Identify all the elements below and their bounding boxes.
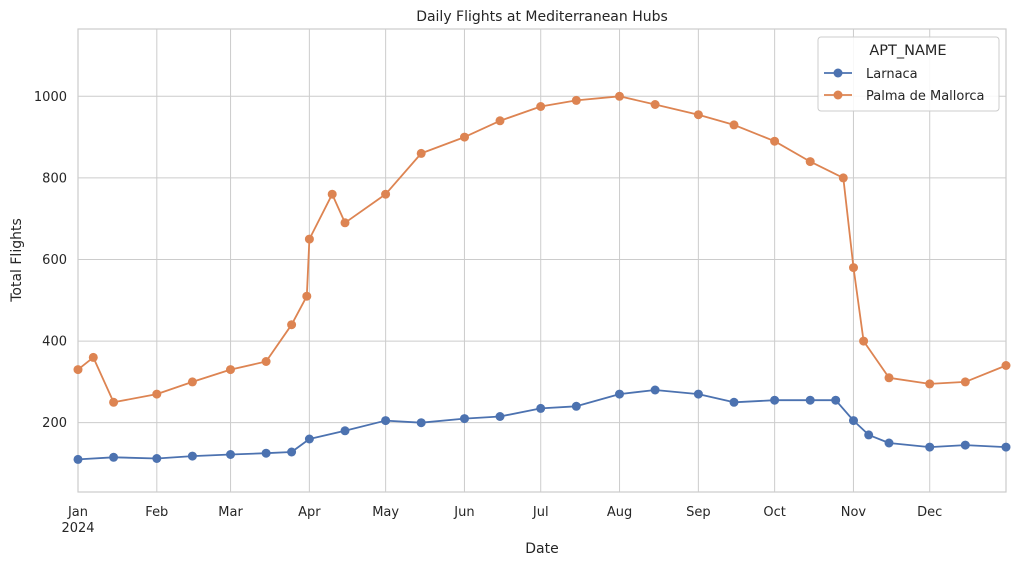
y-tick-label: 200: [42, 416, 67, 431]
data-point: [859, 336, 869, 346]
data-point: [226, 365, 235, 375]
x-axis-label: Date: [525, 541, 558, 557]
legend-label-larnaca: Larnaca: [866, 67, 918, 82]
data-point: [864, 430, 874, 440]
data-point: [960, 377, 970, 387]
data-point: [416, 418, 426, 428]
legend: APT_NAME Larnaca Palma de Mallorca: [817, 36, 1000, 112]
x-tick-label: Sep: [686, 505, 711, 520]
y-tick-label: 800: [42, 171, 67, 186]
data-point: [187, 377, 197, 387]
data-point: [261, 357, 271, 366]
series-line: [77, 389, 1007, 461]
data-point: [460, 132, 469, 142]
data-point: [381, 416, 391, 426]
data-point: [831, 395, 841, 405]
x-tick-label: Dec: [917, 505, 942, 520]
data-point: [304, 434, 314, 444]
data-point: [884, 438, 894, 448]
data-point: [770, 395, 780, 405]
x-tick-label: Aug: [607, 505, 632, 520]
x-tick-label: Nov: [841, 505, 867, 520]
data-point: [73, 365, 83, 375]
data-point: [693, 110, 703, 120]
data-point: [88, 352, 98, 362]
data-point: [729, 120, 739, 130]
data-point: [109, 397, 119, 407]
data-point: [884, 373, 894, 383]
data-point: [287, 320, 297, 330]
y-tick-label: 1000: [34, 90, 67, 105]
data-point: [416, 148, 426, 158]
data-point: [770, 136, 780, 146]
chart-title: Daily Flights at Mediterranean Hubs: [416, 9, 668, 25]
data-point: [650, 385, 660, 395]
x-tick-label: Oct: [763, 505, 785, 520]
data-point: [729, 397, 739, 407]
data-point: [73, 454, 83, 464]
data-point: [152, 454, 162, 463]
data-point: [960, 440, 970, 450]
y-tick-label: 600: [42, 253, 67, 268]
data-point: [838, 173, 848, 183]
x-tick-label: Jul: [532, 505, 549, 520]
data-point: [340, 218, 350, 228]
data-point: [304, 234, 314, 244]
data-point: [615, 389, 624, 399]
data-point: [327, 189, 337, 199]
data-point: [693, 389, 703, 399]
data-point: [495, 116, 505, 126]
data-point: [226, 450, 235, 459]
x-tick-label: Jan: [67, 505, 88, 520]
data-point: [261, 448, 271, 458]
data-point: [1001, 361, 1011, 370]
data-point: [340, 426, 350, 436]
series-larnaca: [73, 385, 1011, 464]
x-tick-label: Jun: [453, 505, 474, 520]
y-axis-label: Total Flights: [9, 218, 25, 303]
x-tick-year-label: 2024: [61, 521, 94, 536]
data-point: [805, 395, 815, 405]
data-point: [650, 100, 660, 109]
data-point: [925, 379, 935, 389]
x-tick-label: May: [372, 505, 399, 520]
data-point: [571, 401, 581, 411]
y-tick-label: 400: [42, 335, 67, 350]
x-tick-label: Mar: [218, 505, 243, 520]
plot-frame: [77, 28, 1007, 493]
data-point: [849, 416, 858, 426]
data-point: [615, 91, 624, 101]
data-point: [1001, 442, 1011, 452]
legend-label-palma: Palma de Mallorca: [866, 89, 985, 104]
data-point: [109, 452, 119, 462]
legend-title: APT_NAME: [869, 43, 946, 59]
data-point: [849, 263, 858, 273]
data-point: [302, 291, 312, 301]
data-point: [460, 414, 469, 424]
data-point: [805, 157, 815, 167]
data-point: [495, 412, 505, 421]
data-point: [536, 403, 546, 413]
x-tick-label: Apr: [298, 505, 321, 520]
data-point: [571, 95, 581, 105]
data-point: [287, 447, 297, 457]
legend-marker-palma: [833, 90, 843, 100]
data-point: [536, 102, 546, 111]
data-point: [381, 189, 391, 199]
series-layer: [73, 91, 1011, 464]
data-point: [152, 389, 162, 399]
legend-marker-larnaca: [833, 68, 843, 78]
data-point: [187, 451, 197, 461]
legend-frame: [817, 36, 1000, 112]
tick-layer: 200 400 600 800 1000 Jan Feb Mar Apr May Jun Jul Aug…: [34, 90, 942, 536]
data-point: [925, 442, 935, 452]
series-palma-de-mallorca: [73, 91, 1011, 407]
x-tick-label: Feb: [145, 505, 168, 520]
